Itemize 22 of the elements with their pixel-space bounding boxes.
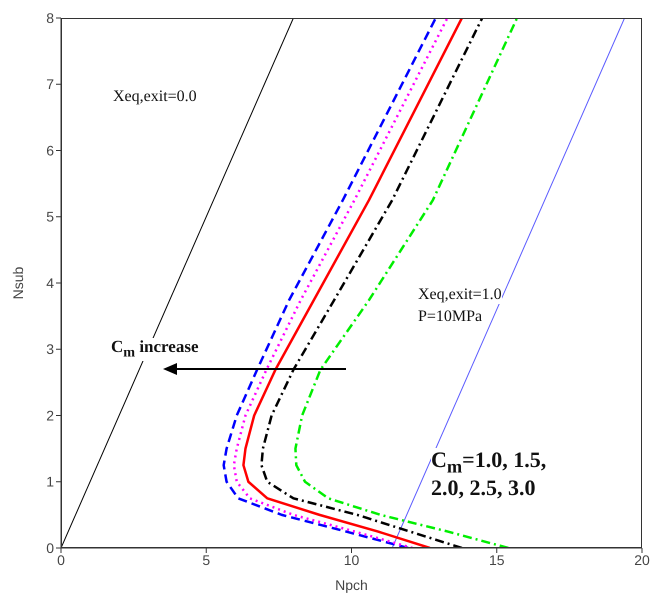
annotation: Xeq,exit=0.0 (113, 88, 197, 106)
x-tick-label: 15 (488, 552, 505, 568)
y-tick-label: 3 (46, 341, 54, 358)
x-tick-label: 0 (57, 552, 66, 568)
x-tick-label: 10 (344, 552, 360, 568)
annotation: P=10MPa (418, 308, 482, 326)
y-tick-label: 7 (46, 76, 54, 92)
x-tick-label: 5 (202, 552, 210, 568)
y-tick-label: 6 (46, 142, 54, 158)
y-tick-label: 5 (46, 208, 54, 225)
annotation: C$_{m}$ increase (111, 337, 198, 361)
y-tick-label: 8 (46, 10, 54, 26)
annotation: Xeq,exit=1.0 (418, 286, 502, 304)
x-tick-label: 20 (634, 552, 650, 568)
annotation: 2.0, 2.5, 3.0 (431, 475, 536, 500)
y-tick-label: 1 (46, 474, 54, 490)
y-tick-label: 2 (46, 407, 54, 424)
annotation: C$_{m}$=1.0, 1.5, (431, 447, 546, 477)
y-axis-title: Nsub (10, 266, 26, 300)
y-tick-label: 4 (46, 274, 54, 291)
y-tick-label: 0 (46, 540, 54, 556)
x-axis-title: Npch (335, 577, 368, 593)
